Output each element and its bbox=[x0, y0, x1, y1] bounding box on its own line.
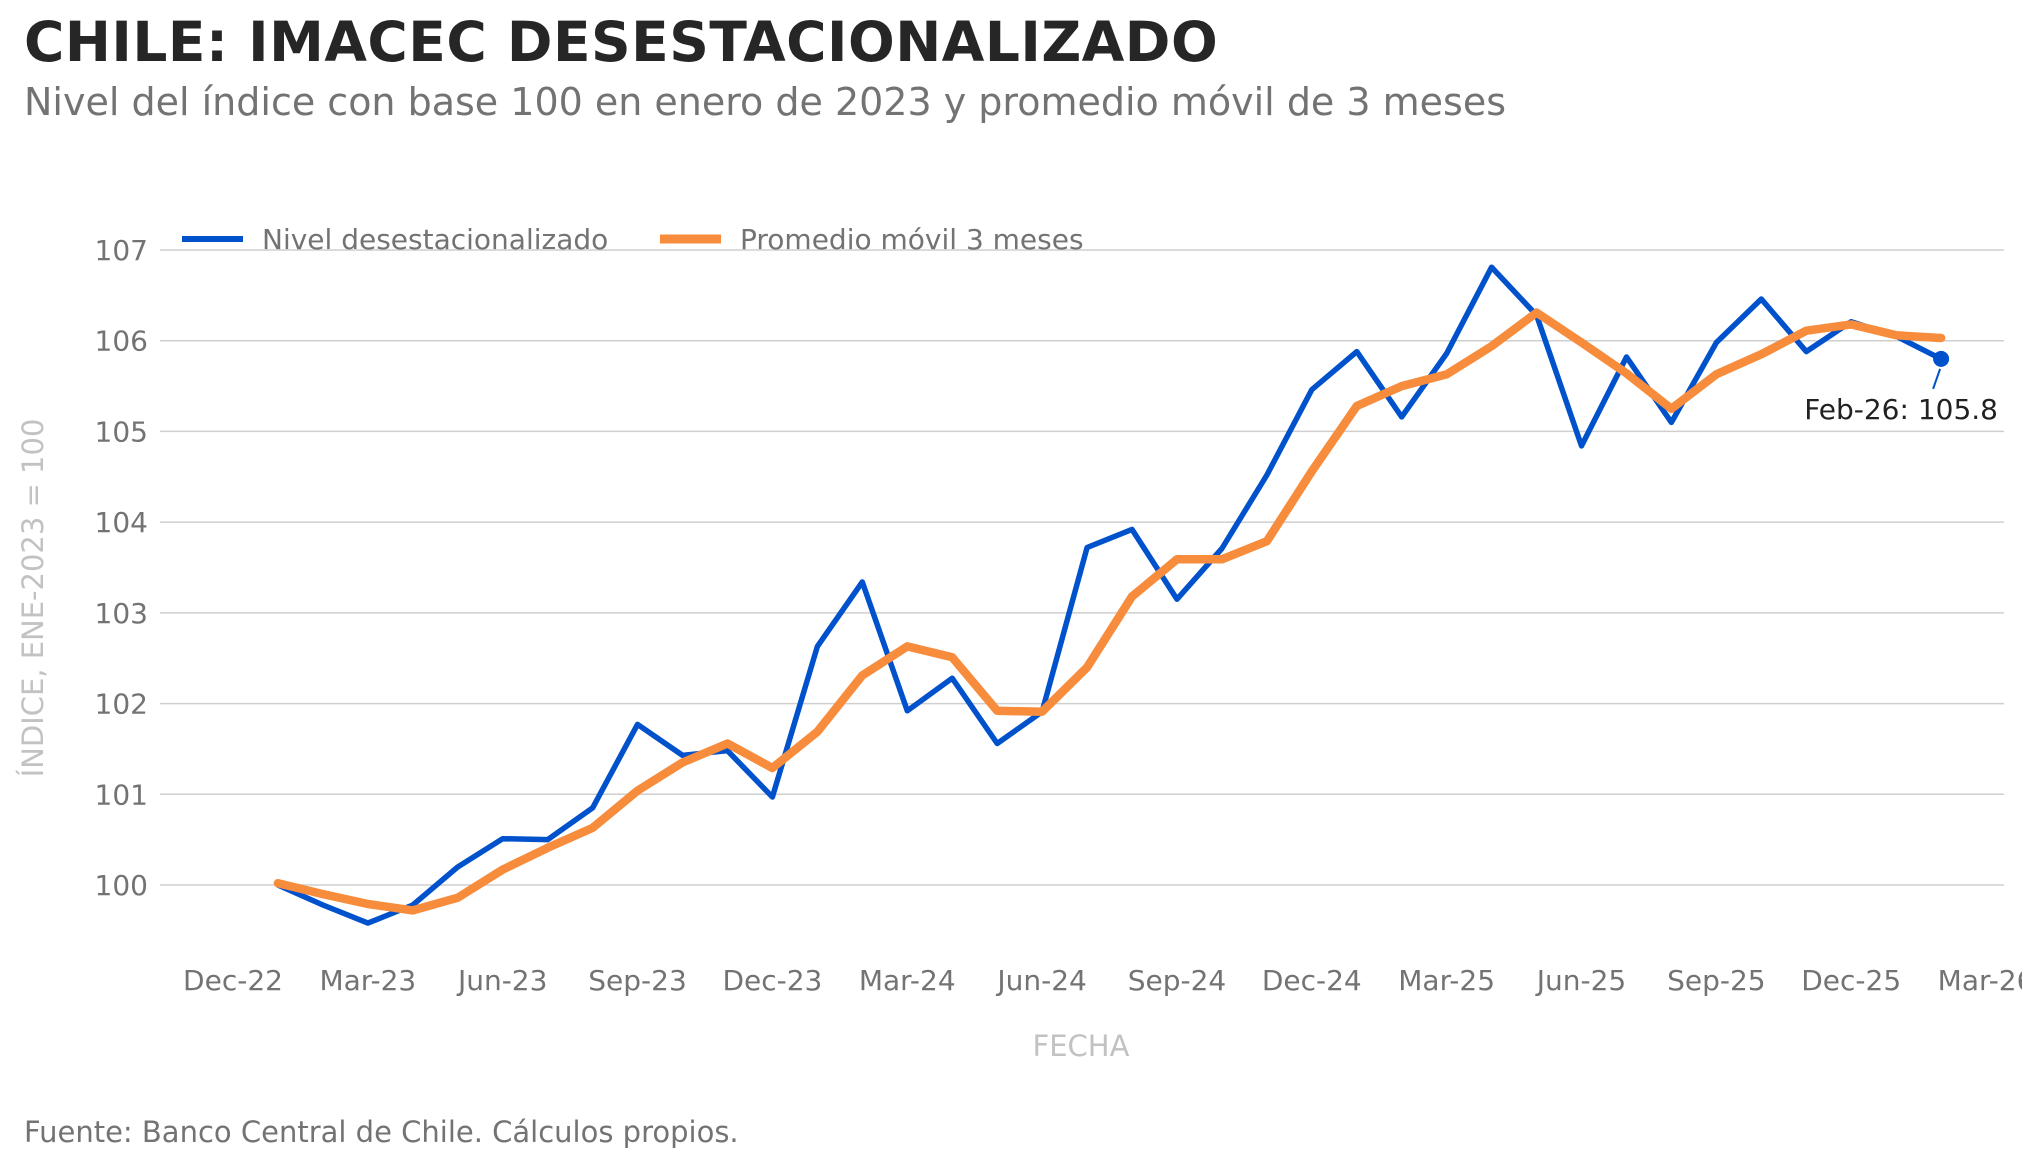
y-tick-label: 106 bbox=[95, 325, 148, 358]
last-point-marker bbox=[1933, 350, 1950, 367]
legend: Nivel desestacionalizado Promedio móvil … bbox=[182, 223, 1084, 256]
legend-label-nivel: Nivel desestacionalizado bbox=[262, 223, 608, 256]
series-line-nivel bbox=[275, 264, 1944, 926]
last-point-annotation: Feb-26: 105.8 bbox=[1804, 350, 1998, 426]
series-line-promedio bbox=[273, 308, 1946, 915]
x-tick-label: Sep-23 bbox=[588, 964, 687, 997]
y-axis-ticks: 100 101 102 103 104 105 106 107 bbox=[95, 234, 148, 902]
line-chart: 100 101 102 103 104 105 106 107 Dec-22 Mar-23 Jun… bbox=[16, 223, 2022, 1063]
x-tick-label: Dec-25 bbox=[1801, 964, 1901, 997]
y-tick-label: 103 bbox=[95, 597, 148, 630]
y-axis-title: ÍNDICE, ENE-2023 = 100 bbox=[16, 419, 50, 778]
x-tick-label: Dec-23 bbox=[722, 964, 822, 997]
y-tick-label: 104 bbox=[95, 506, 148, 539]
x-tick-label: Mar-23 bbox=[319, 964, 416, 997]
x-tick-label: Dec-22 bbox=[183, 964, 283, 997]
x-tick-label: Sep-24 bbox=[1128, 964, 1227, 997]
source-note: Fuente: Banco Central de Chile. Cálculos… bbox=[24, 1115, 739, 1149]
y-tick-label: 101 bbox=[95, 778, 148, 811]
x-tick-label: Mar-24 bbox=[859, 964, 956, 997]
x-axis-title: FECHA bbox=[1033, 1029, 1130, 1063]
y-tick-label: 100 bbox=[95, 869, 148, 902]
x-tick-label: Jun-24 bbox=[995, 964, 1086, 997]
y-tick-label: 105 bbox=[95, 415, 148, 448]
page-subtitle: Nivel del índice con base 100 en enero d… bbox=[24, 80, 1507, 124]
x-tick-label: Dec-24 bbox=[1262, 964, 1362, 997]
y-tick-label: 102 bbox=[95, 688, 148, 721]
annotation-label: Feb-26: 105.8 bbox=[1804, 393, 1998, 426]
y-tick-label: 107 bbox=[95, 234, 148, 267]
x-tick-label: Jun-23 bbox=[456, 964, 547, 997]
x-axis-ticks: Dec-22 Mar-23 Jun-23 Sep-23 Dec-23 Mar-24 Jun-… bbox=[183, 964, 2022, 997]
gridlines bbox=[160, 249, 2004, 886]
x-tick-label: Jun-25 bbox=[1535, 964, 1626, 997]
x-tick-label: Mar-26 bbox=[1938, 964, 2022, 997]
x-tick-label: Sep-25 bbox=[1667, 964, 1766, 997]
series-lines bbox=[273, 264, 1946, 926]
annotation-leader-line bbox=[1932, 368, 1942, 390]
x-tick-label: Mar-25 bbox=[1398, 964, 1495, 997]
page-title: CHILE: IMACEC DESESTACIONALIZADO bbox=[24, 10, 1219, 74]
legend-label-promedio: Promedio móvil 3 meses bbox=[740, 223, 1084, 256]
